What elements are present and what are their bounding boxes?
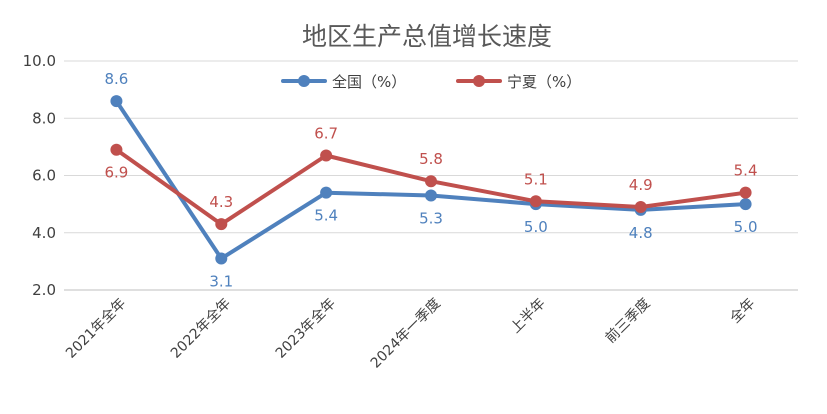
data-point [425,175,437,188]
legend-item-ningxia: 宁夏（%） [456,73,581,91]
data-label: 5.4 [314,207,338,225]
y-tick-label: 4.0 [32,224,56,242]
data-label: 6.9 [104,164,128,182]
x-tick-label: 全年 [727,295,759,327]
data-label: 4.9 [629,176,653,194]
data-label: 8.6 [104,70,128,88]
data-label: 5.8 [419,150,443,168]
data-label: 5.1 [524,170,548,188]
data-point [425,189,437,202]
data-labels: 8.6 3.1 5.4 5.3 5.0 4.8 5.0 6.9 4.3 6.7 5.8 5.1 4.9 5… [104,70,757,290]
data-point [529,195,542,208]
y-axis-ticks: 2.0 4.0 6.0 8.0 10.0 [23,52,56,299]
x-tick-label: 2023年全年 [272,295,339,362]
legend-marker-ningxia [473,75,485,87]
data-label: 5.0 [734,218,758,236]
data-point [739,198,752,211]
data-point [320,186,333,199]
data-point [215,218,228,231]
data-label: 4.3 [209,193,233,211]
data-label: 5.3 [419,210,443,228]
data-point [320,149,333,162]
data-label: 3.1 [209,273,233,291]
legend-item-national: 全国（%） [281,73,406,91]
legend: 全国（%） 宁夏（%） [281,73,581,91]
x-tick-label: 2021年全年 [62,295,129,362]
data-label: 4.8 [629,224,653,242]
data-label: 5.4 [734,162,758,180]
x-tick-label: 上半年 [508,296,549,337]
data-point [110,95,123,108]
x-axis-ticks: 2021年全年 2022年全年 2023年全年 2024年一季度 上半年 前三季度 全年 [62,295,758,372]
series-lines [110,95,752,265]
x-tick-label: 2022年全年 [167,295,234,362]
y-tick-label: 10.0 [23,52,56,70]
data-point [215,252,228,265]
x-tick-label: 2024年一季度 [368,296,444,372]
x-tick-label: 前三季度 [602,295,654,347]
data-point [634,200,647,213]
legend-label-national: 全国（%） [332,73,406,91]
y-tick-label: 8.0 [32,109,56,127]
data-point [110,143,123,156]
legend-label-ningxia: 宁夏（%） [507,73,581,91]
data-point [739,186,752,199]
data-label: 5.0 [524,218,548,236]
legend-marker-national [298,75,310,87]
y-tick-label: 2.0 [32,281,56,299]
data-label: 6.7 [314,124,338,142]
chart-title: 地区生产总值增长速度 [302,22,552,51]
y-tick-label: 6.0 [32,167,56,185]
